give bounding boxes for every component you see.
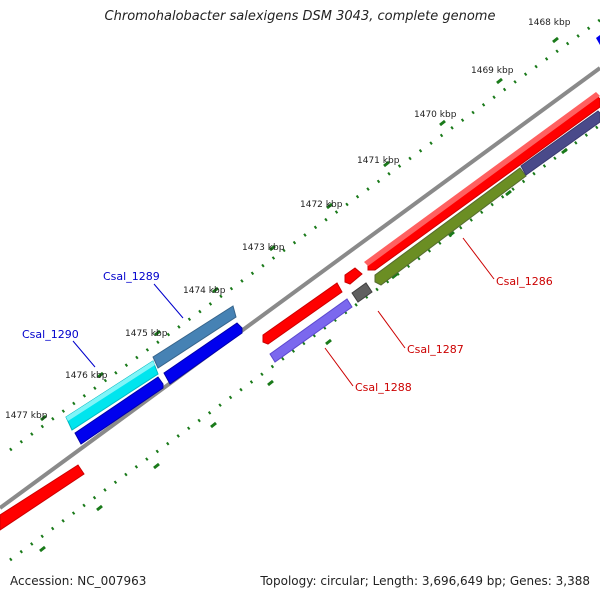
scale-label: 1477 kbp — [5, 411, 48, 421]
gene-feature[interactable] — [269, 298, 353, 363]
gene-feature[interactable] — [163, 322, 243, 385]
outer-tick-track — [9, 18, 600, 452]
scale-label: 1474 kbp — [183, 286, 226, 296]
gene-label-csal-1288[interactable]: Csal_1288 — [355, 381, 412, 394]
gene-feature[interactable] — [351, 282, 373, 303]
gene-feature[interactable] — [374, 167, 527, 286]
gene-feature[interactable] — [262, 282, 343, 345]
gene-feature[interactable] — [66, 361, 155, 421]
reverse-genes — [0, 110, 600, 531]
genome-backbone — [0, 66, 600, 510]
scale-label: 1476 kbp — [65, 371, 108, 381]
gene-labels: Csal_1289 Csal_1290 Csal_1286 Csal_1287 … — [22, 270, 553, 394]
genome-summary-text: Topology: circular; Length: 3,696,649 bp… — [260, 574, 590, 588]
scale-label: 1472 kbp — [300, 200, 343, 210]
scale-label: 1469 kbp — [471, 66, 514, 76]
scale-label: 1471 kbp — [357, 156, 400, 166]
accession-text: Accession: NC_007963 — [10, 574, 147, 588]
scale-ticks-inner — [39, 147, 568, 553]
label-leaders — [72, 237, 495, 387]
scale-label: 1470 kbp — [414, 110, 457, 120]
gene-feature[interactable] — [152, 305, 237, 369]
inner-tick-track — [9, 123, 600, 562]
forward-genes — [65, 35, 600, 431]
gene-feature[interactable] — [0, 464, 85, 531]
scale-labels: 1468 kbp 1469 kbp 1470 kbp 1471 kbp 1472… — [5, 18, 571, 421]
gene-feature[interactable] — [65, 360, 159, 431]
scale-label: 1475 kbp — [125, 329, 168, 339]
gene-feature[interactable] — [596, 35, 600, 45]
scale-label: 1468 kbp — [528, 18, 571, 28]
scale-label: 1473 kbp — [242, 243, 285, 253]
scale-ticks — [40, 36, 559, 422]
gene-label-csal-1287[interactable]: Csal_1287 — [407, 343, 464, 356]
map-title: Chromohalobacter salexigens DSM 3043, co… — [104, 9, 496, 24]
gene-label-csal-1289[interactable]: Csal_1289 — [103, 270, 160, 283]
gene-feature[interactable] — [367, 96, 600, 271]
gene-feature[interactable] — [344, 267, 363, 285]
gene-feature[interactable] — [364, 92, 600, 266]
gene-feature[interactable] — [520, 110, 600, 176]
gene-label-csal-1290[interactable]: Csal_1290 — [22, 328, 79, 341]
gene-feature[interactable] — [74, 376, 164, 445]
gene-label-csal-1286[interactable]: Csal_1286 — [496, 275, 553, 288]
